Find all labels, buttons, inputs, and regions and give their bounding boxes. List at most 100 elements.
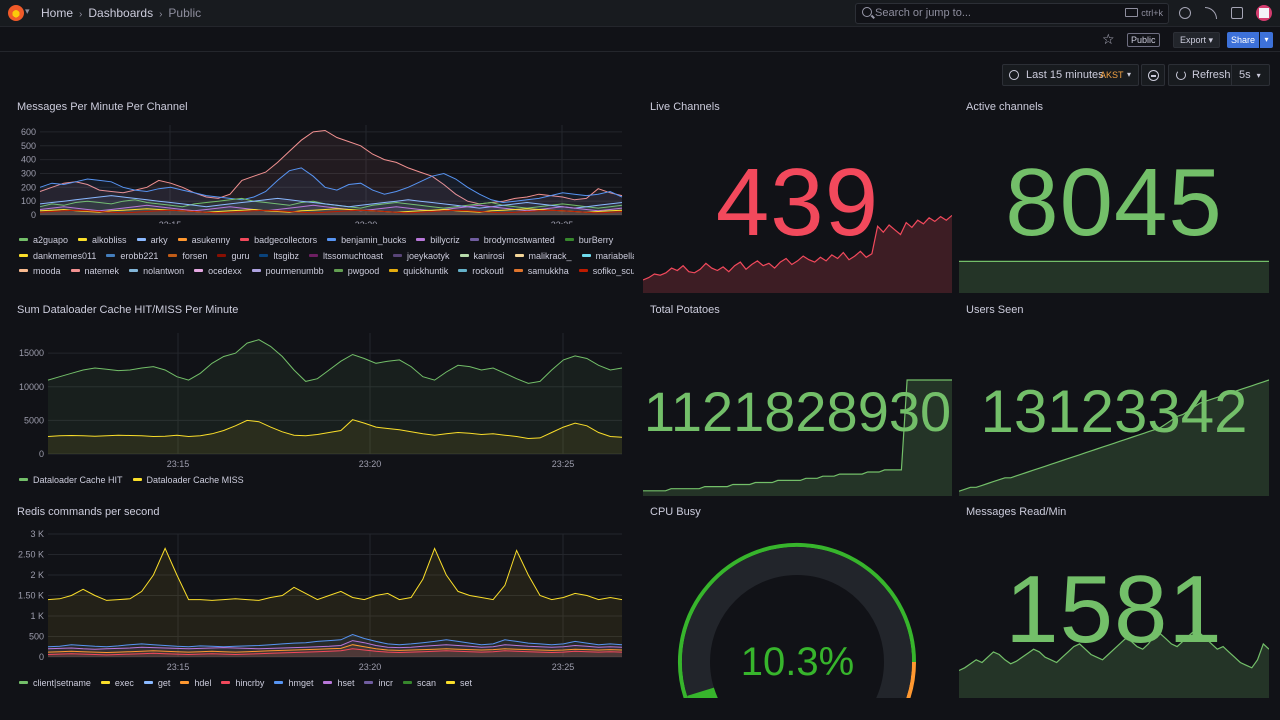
- mpm-legend-item[interactable]: dankmemes011: [19, 249, 96, 265]
- search-input[interactable]: Search or jump to... ctrl+k: [855, 3, 1169, 24]
- mpm-legend-item[interactable]: ltssomuchtoast: [308, 249, 383, 265]
- dl-series-line[interactable]: [47, 419, 623, 440]
- redis-series-line[interactable]: [47, 648, 623, 656]
- gauge-threshold-orange: [906, 661, 916, 698]
- mpm-legend-item[interactable]: joeykaotyk: [393, 249, 450, 265]
- grafana-logo-icon[interactable]: [8, 5, 24, 21]
- mpm-series-area: [40, 167, 622, 215]
- time-range-picker[interactable]: Last 15 minutes AKST ▾: [1002, 64, 1139, 86]
- legend-label: asukenny: [191, 235, 231, 245]
- redis-legend-item[interactable]: hdel: [180, 676, 211, 692]
- mpm-legend-item[interactable]: nolantwon: [129, 264, 184, 280]
- mpm-legend-item[interactable]: forsen: [168, 249, 207, 265]
- mpm-legend-item[interactable]: erobb221: [106, 249, 158, 265]
- avatar[interactable]: [1256, 5, 1272, 21]
- help-icon[interactable]: [1179, 7, 1191, 19]
- legend-label: brodymostwanted: [483, 235, 555, 245]
- legend-swatch: [393, 253, 402, 257]
- redis-series-line[interactable]: [47, 633, 623, 648]
- dl-series-line[interactable]: [47, 339, 623, 384]
- mpm-legend-item[interactable]: guru: [217, 249, 249, 265]
- legend-label: samukkha: [527, 266, 569, 276]
- redis-series-line[interactable]: [47, 640, 623, 650]
- dataloader-cache-chart[interactable]: 0 5000 10000 15000 23:15 23:20 23:25: [10, 330, 634, 470]
- redis-legend-item[interactable]: hmget: [274, 676, 313, 692]
- legend-swatch: [143, 681, 153, 684]
- mpm-legend-item[interactable]: kanirosi: [459, 249, 505, 265]
- legend-swatch: [333, 269, 343, 272]
- redis-series-line[interactable]: [47, 644, 623, 654]
- mpm-legend-item[interactable]: rockoutl: [458, 264, 504, 280]
- mpm-series-line[interactable]: [39, 204, 623, 212]
- redis-legend-item[interactable]: scan: [402, 676, 436, 692]
- gauge-value-arc: [687, 687, 718, 698]
- mpm-legend-item[interactable]: samukkha: [513, 264, 569, 280]
- mpm-legend-item[interactable]: natemek: [70, 264, 119, 280]
- redis-legend-item[interactable]: hset: [323, 676, 354, 692]
- mpm-series-line[interactable]: [39, 167, 623, 204]
- rss-news-icon[interactable]: [1205, 7, 1217, 19]
- redis-legend-item[interactable]: set: [446, 676, 472, 692]
- refresh-interval-picker[interactable]: 5s ▾: [1231, 64, 1270, 86]
- redis-y-tick-label: 1 K: [30, 611, 44, 621]
- share-button[interactable]: Share: [1227, 32, 1259, 48]
- redis-commands-chart[interactable]: 0 500 1 K 1.50 K 2 K 2.50 K 3 K 23:15 23:20 23:25: [10, 525, 634, 675]
- mpm-y-tick-label: 200: [21, 182, 36, 192]
- legend-swatch: [19, 478, 28, 481]
- share-options-button[interactable]: ▾: [1260, 32, 1273, 48]
- legend-swatch: [389, 269, 399, 272]
- mpm-legend-item[interactable]: pourmenumbb: [251, 264, 324, 280]
- redis-legend-item[interactable]: exec: [100, 676, 134, 692]
- mpm-legend-item[interactable]: asukenny: [177, 233, 231, 249]
- legend-swatch: [221, 681, 231, 684]
- legend-swatch: [136, 238, 146, 241]
- breadcrumb-home[interactable]: Home: [41, 6, 74, 20]
- mpm-legend-item[interactable]: arky: [136, 233, 168, 249]
- export-label: Export: [1180, 35, 1207, 45]
- redis-legend-item[interactable]: client|setname: [19, 676, 91, 692]
- redis-legend-item[interactable]: incr: [364, 676, 393, 692]
- mpm-legend-item[interactable]: badgecollectors: [240, 233, 317, 249]
- mpm-legend-item[interactable]: benjamin_bucks: [327, 233, 406, 249]
- panel-live-channels: Live Channels 439: [643, 92, 952, 293]
- legend-swatch: [106, 253, 116, 257]
- redis-legend-item[interactable]: get: [143, 676, 171, 692]
- mpm-series-line[interactable]: [39, 129, 623, 205]
- cpu-busy-value: 10.3%: [740, 640, 855, 684]
- mpm-legend-item[interactable]: malikrack_: [514, 249, 572, 265]
- breadcrumb-dashboards[interactable]: Dashboards: [88, 6, 154, 20]
- mpm-legend-item[interactable]: alkobliss: [78, 233, 127, 249]
- mpm-legend-item[interactable]: pwgood: [333, 264, 379, 280]
- mpm-series-line[interactable]: [39, 208, 623, 213]
- redis-legend-item[interactable]: hincrby: [221, 676, 264, 692]
- star-icon[interactable]: ☆: [1102, 31, 1115, 47]
- mpm-legend-item[interactable]: mariabellab: [581, 249, 634, 265]
- dl-legend-item[interactable]: Dataloader Cache HIT: [19, 473, 123, 489]
- mpm-legend-item[interactable]: mooda: [19, 264, 61, 280]
- mpm-legend-item[interactable]: ltsgibz: [259, 249, 299, 265]
- kiosk-icon[interactable]: [1231, 7, 1243, 19]
- legend-swatch: [513, 269, 523, 272]
- zoom-out-button[interactable]: [1141, 64, 1165, 86]
- messages-per-minute-chart[interactable]: 0 100 200 300 400 500 600 23:15 23:20 23:25: [10, 122, 634, 224]
- mpm-series-line[interactable]: [39, 209, 623, 214]
- dl-legend-item[interactable]: Dataloader Cache MISS: [132, 473, 244, 489]
- legend-label: get: [157, 678, 171, 688]
- panel-title: Redis commands per second: [17, 506, 160, 518]
- panel-active-channels: Active channels 8045: [959, 92, 1269, 293]
- mpm-series-area: [40, 130, 622, 215]
- export-button[interactable]: Export ▾: [1173, 32, 1221, 48]
- refresh-button[interactable]: Refresh: [1168, 64, 1231, 86]
- chevron-down-icon[interactable]: ▾: [25, 6, 30, 16]
- mpm-legend-item[interactable]: billycriz: [416, 233, 460, 249]
- mpm-legend-item[interactable]: a2guapo: [19, 233, 68, 249]
- mpm-series-line[interactable]: [39, 195, 623, 209]
- mpm-legend-item[interactable]: brodymostwanted: [469, 233, 555, 249]
- mpm-legend-item[interactable]: ocedexx: [194, 264, 242, 280]
- redis-series-line[interactable]: [47, 547, 623, 601]
- chevron-down-icon: ▾: [1256, 71, 1261, 80]
- mpm-legend-item[interactable]: sofiko_sculpts: [578, 264, 634, 280]
- legend-label: a2guapo: [33, 235, 69, 245]
- mpm-legend-item[interactable]: burBerry: [564, 233, 613, 249]
- mpm-legend-item[interactable]: quickhuntik: [389, 264, 448, 280]
